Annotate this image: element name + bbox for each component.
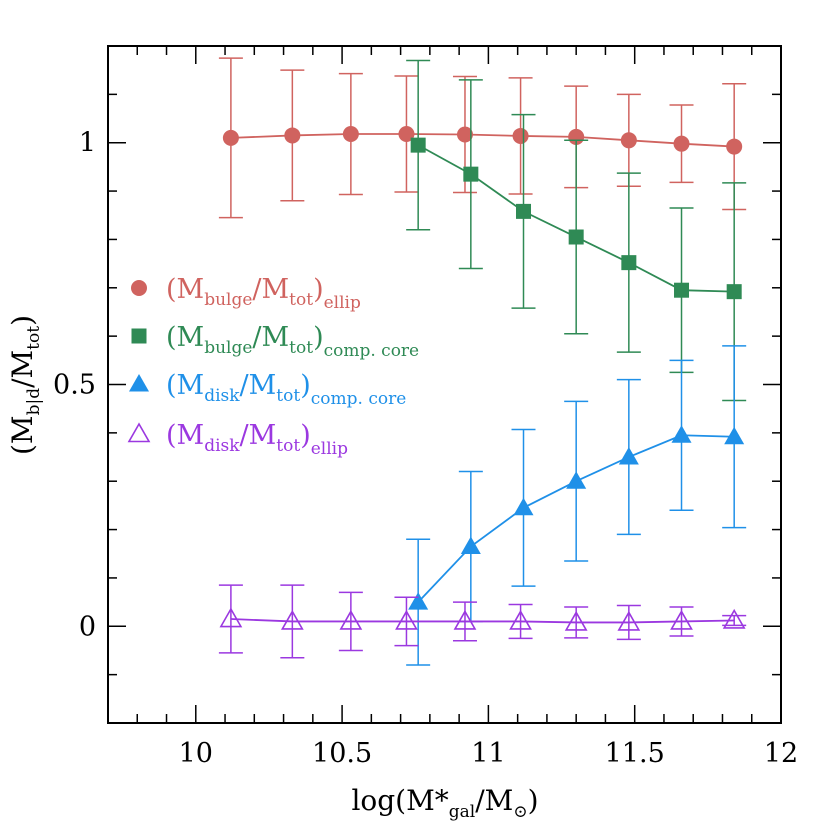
data-point [671, 425, 692, 443]
data-point [280, 609, 304, 630]
x-tick-label: 10 [179, 738, 213, 769]
data-point [513, 497, 534, 516]
series-layer [218, 57, 747, 666]
legend-item: (Mdisk/Mtot)comp. core [166, 370, 406, 409]
data-point [129, 374, 149, 392]
data-point [674, 282, 690, 298]
y-axis-label: (Mb|d/Mtot) [6, 315, 44, 455]
data-point [222, 129, 239, 146]
data-point [131, 280, 147, 296]
legend-item: (Mbulge/Mtot)ellip [166, 274, 361, 313]
legend: (Mbulge/Mtot)ellip (Mbulge/Mtot)comp. cor… [127, 274, 419, 459]
data-point [398, 126, 415, 143]
data-point [564, 610, 588, 631]
x-tick-label: 11.5 [605, 738, 665, 769]
legend-item: (Mbulge/Mtot)comp. core [166, 322, 419, 361]
series-line [230, 618, 735, 624]
data-point [568, 229, 584, 245]
x-axis-label: log(M*gal/M⊙) [351, 784, 538, 822]
data-point [509, 609, 532, 630]
series-bulge_ellip [218, 57, 747, 219]
data-point [339, 609, 363, 630]
series-disk_core [406, 345, 747, 666]
data-point [618, 447, 639, 465]
data-point [516, 203, 532, 219]
data-point [566, 471, 587, 489]
data-point [453, 609, 477, 630]
data-point [460, 536, 481, 554]
series-line [230, 133, 735, 148]
data-point [408, 592, 429, 610]
data-point [512, 127, 529, 144]
x-tick-label: 12 [764, 738, 798, 769]
axis-ticks [108, 46, 781, 723]
data-point [722, 608, 746, 629]
legend-item: (Mdisk/Mtot)ellip [166, 420, 348, 459]
data-point [410, 137, 426, 153]
data-point [617, 610, 641, 631]
y-tick-label: 0 [79, 611, 96, 642]
data-point [219, 607, 243, 628]
series-bulge_core [406, 59, 747, 402]
y-tick-label: 0.5 [53, 370, 96, 401]
data-point [724, 426, 745, 445]
series-disk_ellip [218, 584, 747, 659]
data-point [620, 132, 637, 149]
data-point [621, 255, 637, 271]
tick-labels: 10 10.5 11 11.5 12 0 0.5 1 [53, 128, 798, 769]
data-point [673, 135, 690, 152]
data-point [463, 166, 479, 182]
data-point [726, 138, 743, 155]
data-point [284, 127, 301, 144]
data-point [456, 126, 473, 143]
data-point [342, 126, 359, 143]
data-point [670, 609, 693, 630]
data-point [127, 422, 151, 443]
data-point [131, 328, 147, 344]
x-tick-label: 10.5 [312, 738, 372, 769]
y-tick-label: 1 [79, 128, 96, 159]
data-point [726, 284, 742, 300]
x-tick-label: 11 [471, 738, 505, 769]
data-point [395, 609, 418, 630]
